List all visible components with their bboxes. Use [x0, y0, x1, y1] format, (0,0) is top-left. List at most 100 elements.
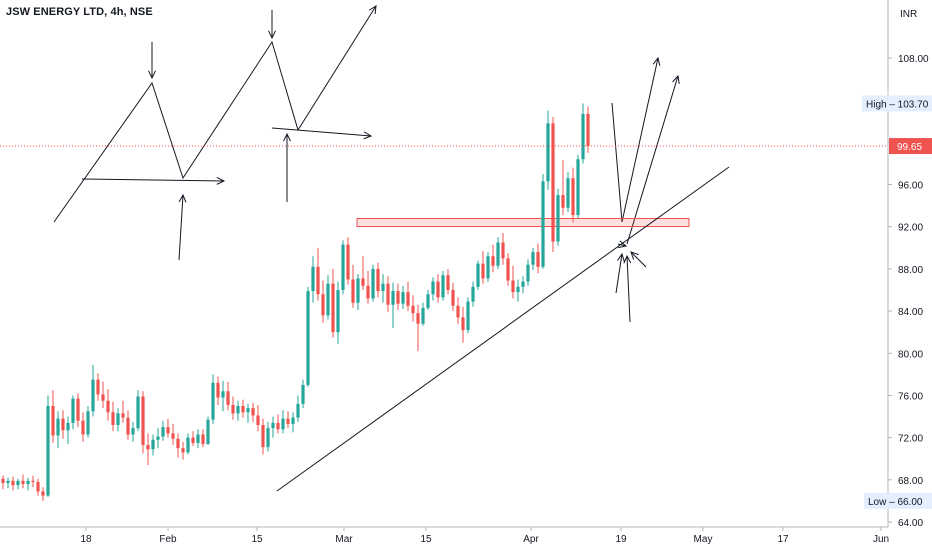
candle — [371, 264, 375, 302]
candle — [186, 433, 190, 455]
candle — [116, 408, 120, 432]
low-label-bg — [864, 492, 932, 509]
candle-body — [461, 317, 465, 331]
candle-body — [191, 437, 195, 443]
arrow-head — [178, 193, 187, 203]
candle — [106, 389, 110, 421]
candle-body — [531, 252, 535, 265]
candle-body — [341, 244, 345, 290]
descending-stroke — [611, 102, 623, 223]
candle-body — [421, 307, 425, 324]
x-tick-label: Apr — [523, 534, 539, 545]
drawing-layer[interactable] — [53, 5, 680, 323]
candle — [291, 412, 295, 433]
candle-body — [321, 294, 325, 316]
arrow-drawing — [630, 251, 647, 268]
trendline[interactable] — [276, 166, 730, 492]
candle-body — [566, 178, 570, 208]
candle — [536, 243, 540, 274]
candle-body — [456, 305, 460, 318]
y-tick-label: 68.00 — [898, 476, 923, 487]
candle — [426, 290, 430, 311]
arrow-drawing — [81, 176, 226, 185]
candle-body — [256, 415, 260, 425]
candle-body — [221, 391, 225, 398]
candle — [571, 167, 575, 223]
candle-body — [196, 434, 200, 443]
candle-body — [241, 406, 245, 413]
candle — [301, 379, 305, 409]
candle-body — [436, 281, 440, 298]
candle — [501, 233, 505, 265]
candle-body — [11, 480, 15, 486]
candle-body — [571, 178, 575, 216]
arrow-head — [368, 5, 377, 15]
candle — [11, 476, 15, 491]
x-tick-label: 15 — [420, 534, 432, 545]
candle — [136, 390, 140, 432]
candle-body — [101, 394, 105, 401]
candle — [451, 282, 455, 312]
candle-body — [251, 408, 255, 416]
candle — [321, 280, 325, 323]
candle-body — [291, 417, 295, 424]
y-axis: 64.00 68.00 72.00 76.00 80.00 84.00 88.00 92.00… — [887, 0, 929, 529]
candle-body — [146, 445, 150, 450]
candle-body — [51, 406, 55, 436]
resistance-zone[interactable] — [356, 218, 690, 228]
candle — [476, 260, 480, 290]
candle — [166, 418, 170, 438]
candle-body — [366, 285, 370, 299]
candle — [581, 103, 585, 164]
candle — [401, 285, 405, 309]
candle — [511, 265, 515, 299]
candle — [91, 364, 95, 417]
arrow-head — [672, 74, 680, 84]
y-tick-label: 80.00 — [898, 349, 923, 360]
candle — [266, 421, 270, 452]
candle — [396, 283, 400, 311]
candle — [351, 264, 355, 308]
candle — [481, 250, 485, 284]
y-tick-label: 88.00 — [898, 265, 923, 276]
candle-body — [96, 379, 100, 395]
candle — [221, 380, 225, 412]
candle — [381, 274, 385, 303]
candle — [286, 411, 290, 429]
candle — [111, 401, 115, 432]
candle-body — [486, 256, 490, 279]
candle — [576, 155, 580, 219]
candle — [331, 268, 335, 338]
candle — [51, 390, 55, 443]
candle-body — [76, 398, 80, 421]
arrow-shaft — [630, 251, 647, 268]
candle — [241, 399, 245, 418]
candle — [81, 412, 85, 442]
candle-body — [581, 113, 585, 160]
candle — [406, 281, 410, 312]
candle-body — [316, 266, 320, 295]
candle — [456, 297, 460, 324]
candle-body — [326, 283, 330, 316]
candle-body — [216, 382, 220, 398]
candle-body — [356, 278, 360, 303]
candle-body — [561, 195, 565, 208]
candle-body — [471, 286, 475, 302]
arrow-shaft — [626, 255, 631, 323]
arrow-head — [652, 56, 661, 66]
candle-body — [476, 263, 480, 287]
candle-body — [411, 305, 415, 314]
candle — [306, 286, 310, 388]
arrow-head — [623, 254, 632, 264]
candle — [46, 395, 50, 497]
candle — [521, 276, 525, 294]
candle — [391, 282, 395, 328]
candle — [261, 418, 265, 455]
candle-body — [381, 283, 385, 292]
candle-body — [206, 419, 210, 444]
candle — [31, 475, 35, 488]
candle — [461, 306, 465, 343]
candle-body — [301, 384, 305, 404]
candle-body — [296, 403, 300, 418]
